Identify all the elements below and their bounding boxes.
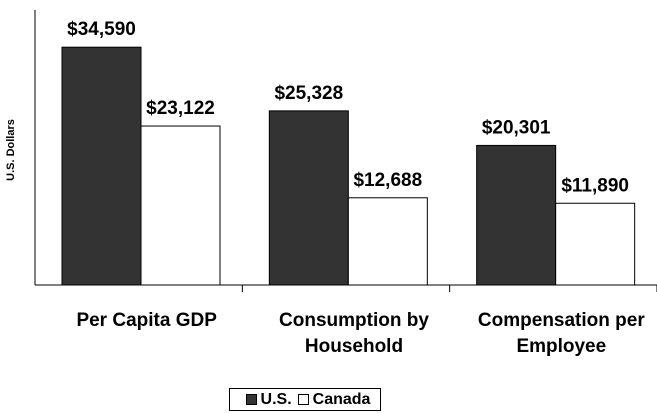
data-label: $23,122 — [146, 98, 215, 119]
bar — [476, 144, 557, 286]
data-label: $12,688 — [353, 170, 422, 191]
legend-label: U.S. — [260, 390, 292, 408]
bar — [140, 125, 221, 286]
data-label: $25,328 — [274, 83, 343, 104]
x-tick-label: Consumption by Household — [279, 310, 429, 357]
data-label: $34,590 — [67, 19, 136, 40]
x-tick-label: Per Capita GDP — [76, 310, 217, 331]
legend-swatch — [297, 394, 309, 405]
y-axis-label: U.S. Dollars — [5, 119, 17, 181]
bar — [268, 110, 349, 286]
legend: U.S. Canada — [229, 388, 381, 411]
bar — [61, 46, 142, 286]
bar — [555, 202, 636, 286]
data-label: $20,301 — [482, 117, 551, 138]
x-tick-label: Compensation per Employee — [477, 310, 645, 357]
legend-swatch — [245, 394, 257, 405]
bar — [347, 197, 428, 286]
data-label: $11,890 — [561, 175, 629, 196]
legend-label: Canada — [312, 390, 371, 408]
